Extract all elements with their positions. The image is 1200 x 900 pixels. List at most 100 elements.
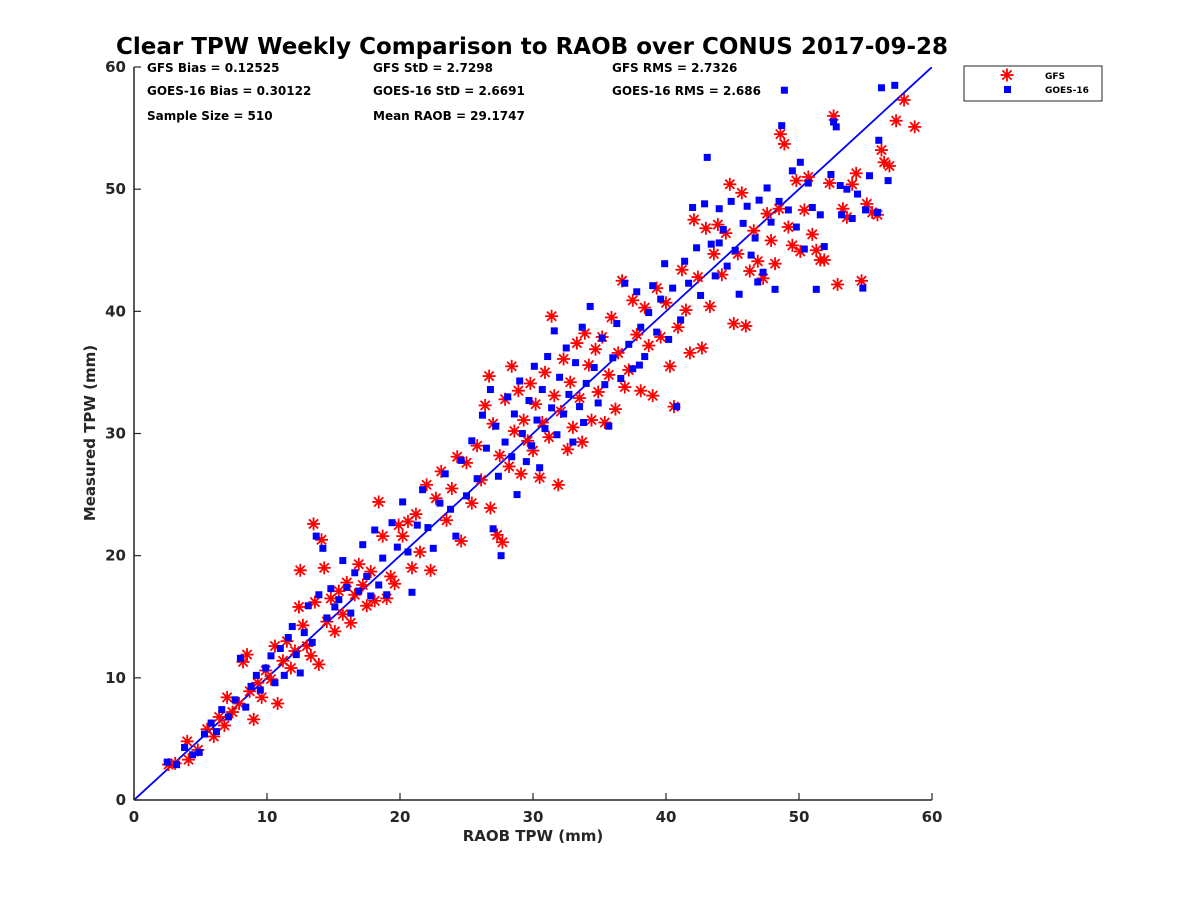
goes-point [739,219,747,227]
stat-mean-raob: Mean RAOB = 29.1747 [373,109,525,123]
goes-point [173,761,181,769]
gfs-point [478,398,492,412]
goes-point [681,257,689,265]
gfs-point [773,127,787,141]
goes-point [735,290,743,298]
goes-point [751,234,759,242]
goes-point [508,453,516,461]
gfs-point [424,563,438,577]
goes-point [404,548,412,556]
legend: GFS GOES-16 [963,65,1103,102]
gfs-point [483,501,497,515]
goes-point [784,206,792,214]
goes-point [754,278,762,286]
y-tick-label: 40 [105,302,126,320]
gfs-point [646,389,660,403]
gfs-point [751,254,765,268]
goes-point [669,284,677,292]
goes-point [163,758,171,766]
goes-point [780,86,788,94]
gfs-point [538,365,552,379]
stat-goes-std: GOES-16 StD = 2.6691 [373,84,525,98]
goes-point [288,623,296,631]
gfs-point [293,563,307,577]
goes-point [637,323,645,331]
gfs-point [703,299,717,313]
goes-point [838,211,846,219]
y-tick-label: 50 [105,180,126,198]
gfs-point [642,339,656,353]
gfs-point [511,384,525,398]
goes-point [494,472,502,480]
gfs-point [630,328,644,342]
goes-point [553,431,561,439]
gfs-point [663,359,677,373]
stat-sample-size: Sample Size = 510 [147,109,273,123]
gfs-point [831,277,845,291]
goes-point [371,526,379,534]
goes-point [538,386,546,394]
goes-point [598,334,606,342]
goes-point [830,118,838,126]
goes-point [707,240,715,248]
gfs-point [352,557,366,571]
goes-point [843,185,851,193]
gfs-point [768,257,782,271]
gfs-point [817,253,831,267]
y-tick-label: 60 [105,58,126,76]
one-to-one-line [134,67,932,800]
y-tick-label: 20 [105,547,126,565]
goes-point [836,182,844,190]
gfs-point [470,439,484,453]
goes-point [719,225,727,233]
y-tick-label: 30 [105,425,126,443]
gfs-point [585,413,599,427]
gfs-point [440,513,454,527]
goes-point [510,410,518,418]
gfs-point [683,346,697,360]
goes-point [375,581,383,589]
legend-goes-marker [1004,86,1011,93]
gfs-point [284,661,298,675]
gfs-point [797,203,811,217]
x-tick-label: 40 [656,808,677,826]
gfs-point [332,584,346,598]
goes-point [731,246,739,254]
gfs-point [727,317,741,331]
gfs-point [589,342,603,356]
gfs-point [764,233,778,247]
goes-point [351,569,359,577]
gfs-point [465,496,479,510]
gfs-point [240,648,254,662]
gfs-point [809,243,823,257]
gfs-point [634,384,648,398]
goes-point [518,430,526,437]
goes-point [457,456,465,464]
goes-point [315,591,323,599]
goes-point [308,638,316,646]
gfs-point [602,368,616,382]
gfs-point [691,270,705,284]
goes-point [727,197,735,205]
goes-point [231,696,239,704]
gfs-point [368,594,382,608]
goes-point [572,359,580,367]
goes-point [379,554,387,562]
goes-point [256,686,264,694]
goes-point [424,524,432,532]
goes-point [363,572,371,580]
goes-point [497,552,505,560]
legend-gfs-label: GFS [1045,72,1065,82]
reference-layer [134,67,932,800]
y-tick-label: 10 [105,669,126,687]
x-tick-label: 60 [922,808,943,826]
gfs-point [889,114,903,128]
goes-point [242,703,250,711]
goes-point [452,532,460,540]
gfs-point [805,227,819,241]
ticks-layer: 0 10 20 30 40 50 60 0 10 20 30 40 50 60 [105,58,942,826]
legend-box [963,65,1103,102]
goes-point [601,381,609,389]
goes-point [429,544,437,552]
